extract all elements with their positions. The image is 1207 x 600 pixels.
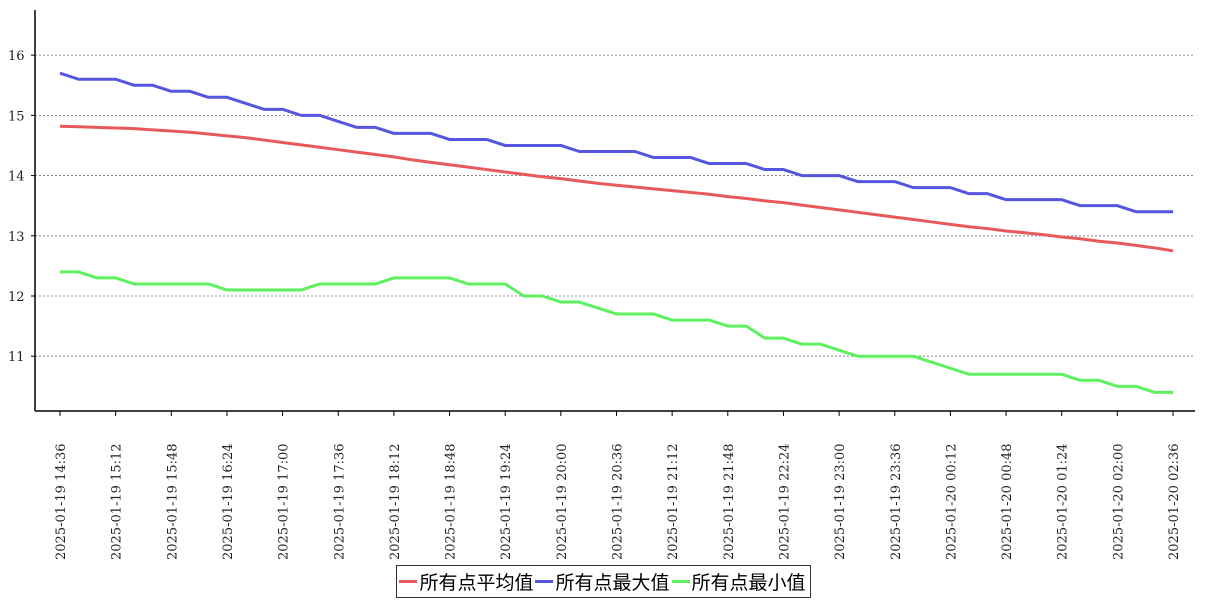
legend-item: 所有点最大值 — [535, 568, 670, 595]
x-tick-label: 2025-01-19 21:12 — [666, 443, 681, 560]
legend: 所有点平均值 所有点最大值 所有点最小值 — [396, 565, 811, 598]
series-line — [59, 124, 1174, 253]
x-tick-label: 2025-01-20 01:24 — [1056, 443, 1071, 560]
legend-area: 所有点平均值 所有点最大值 所有点最小值 — [0, 565, 1207, 598]
x-tick-label: 2025-01-19 14:36 — [54, 443, 69, 560]
x-tick-label: 2025-01-19 15:48 — [165, 443, 180, 560]
x-tick-label: 2025-01-19 23:36 — [889, 443, 904, 560]
legend-swatch — [399, 580, 418, 583]
legend-swatch — [535, 580, 554, 583]
x-tick-label: 2025-01-19 19:24 — [499, 443, 514, 560]
x-tick-label: 2025-01-19 15:12 — [110, 443, 125, 560]
x-tick-label: 2025-01-19 18:48 — [444, 443, 459, 560]
legend-label: 所有点平均值 — [419, 572, 534, 594]
x-tick-label: 2025-01-20 02:00 — [1111, 443, 1126, 560]
x-tick-label: 2025-01-20 00:48 — [1000, 443, 1015, 560]
y-tick-label: 11 — [8, 350, 25, 365]
x-tick-label: 2025-01-19 17:36 — [332, 443, 347, 560]
series-line — [60, 270, 1173, 394]
series-line — [59, 71, 1173, 214]
y-tick-label: 15 — [8, 109, 25, 124]
x-tick-label: 2025-01-19 23:00 — [833, 443, 848, 560]
x-tick-label: 2025-01-19 17:00 — [277, 443, 292, 560]
x-tick-label: 2025-01-19 22:24 — [777, 443, 792, 560]
x-tick-label: 2025-01-19 18:12 — [388, 443, 403, 560]
legend-item: 所有点平均值 — [399, 568, 533, 595]
x-tick-label: 2025-01-19 21:48 — [722, 443, 737, 560]
x-tick-label: 2025-01-19 16:24 — [221, 443, 236, 560]
y-tick-label: 16 — [8, 49, 25, 64]
x-tick-label: 2025-01-20 02:36 — [1167, 443, 1182, 560]
x-tick-label: 2025-01-19 20:36 — [611, 443, 626, 560]
legend-item: 所有点最小值 — [671, 568, 806, 595]
x-tick-label: 2025-01-20 00:12 — [944, 443, 959, 560]
legend-label: 所有点最大值 — [555, 572, 670, 594]
legend-swatch — [671, 580, 690, 583]
y-tick-label: 13 — [8, 230, 25, 245]
x-tick-label: 2025-01-19 20:00 — [555, 443, 570, 560]
legend-label: 所有点最小值 — [691, 572, 806, 594]
y-tick-label: 12 — [8, 290, 25, 305]
y-tick-label: 14 — [8, 170, 25, 185]
